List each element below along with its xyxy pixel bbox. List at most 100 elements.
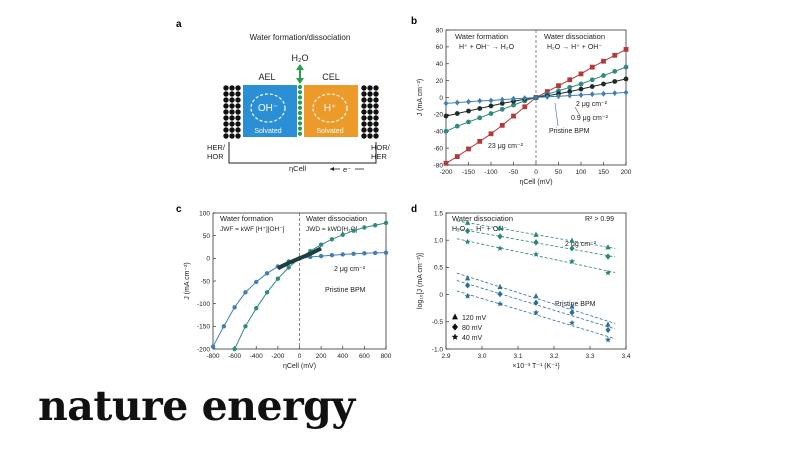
data-point (210, 344, 216, 349)
electrode-dot (223, 91, 229, 97)
electrode-dot (367, 121, 373, 127)
label-23ug: 23 μg cm⁻² (488, 143, 524, 150)
data-point (477, 106, 483, 111)
electrode-dot (223, 109, 229, 115)
data-point (383, 250, 389, 255)
data-point (605, 253, 611, 260)
x-tick-label: 100 (576, 169, 587, 176)
data-point (533, 94, 539, 101)
x-tick-label: 200 (316, 353, 327, 360)
data-point (623, 89, 629, 96)
electrode-dot (235, 115, 241, 121)
x-axis-label: ηCell (mV) (283, 363, 316, 370)
data-point (497, 290, 503, 298)
annotation-title: Water dissociation (452, 214, 513, 223)
annotation-left-title: Water formation (220, 214, 273, 223)
data-point (544, 93, 550, 100)
x-tick-label: 200 (621, 169, 632, 176)
electrode-dot (373, 127, 379, 133)
data-point (556, 83, 561, 89)
data-point (243, 290, 248, 295)
electrode-dot (367, 97, 373, 103)
circuit-wire (228, 142, 377, 164)
electrode-dot (223, 97, 229, 103)
solvation-shell-oh (250, 93, 286, 123)
data-point (372, 223, 378, 228)
x-tick-label: -400 (250, 353, 263, 360)
data-point (533, 309, 539, 316)
data-point (254, 279, 259, 285)
electrode-dot (361, 97, 367, 103)
x-axis-label: ×10⁻³ T⁻¹ (K⁻¹) (512, 363, 559, 370)
data-point (569, 309, 575, 316)
data-point (497, 225, 503, 231)
data-point (477, 97, 483, 104)
electrode-dot (229, 127, 235, 133)
data-point (465, 275, 471, 281)
data-point (254, 306, 259, 311)
label-pristine: Pristine BPM (555, 301, 596, 308)
data-point (232, 305, 237, 310)
annotation-right-eq: JWD = kWD[H₂O] (306, 226, 358, 233)
annotation-right-eq: H₂O → H⁺ + OH⁻ (547, 44, 602, 51)
electrode-dot (229, 133, 235, 139)
arrow-up-icon (296, 64, 304, 70)
cel-label: CEL (322, 72, 340, 82)
data-point (567, 77, 573, 83)
panel-d-label: d (411, 204, 417, 215)
x-tick-label: 0 (298, 353, 302, 360)
electron-label: e⁻ (343, 165, 351, 174)
data-point (499, 122, 505, 128)
legend-label: 120 mV (462, 315, 486, 322)
y-axis-label: J (mA cm⁻²) (184, 262, 191, 300)
left-electrode-label-2: HOR (207, 152, 224, 161)
electrode-dot (373, 91, 379, 97)
electrode-dot (361, 115, 367, 121)
electrode-dot (373, 121, 379, 127)
data-point (533, 299, 539, 306)
data-point (464, 293, 471, 299)
electrode-dot (223, 121, 229, 127)
legend-marker (452, 313, 458, 320)
data-point (264, 271, 270, 276)
data-point (232, 346, 237, 352)
right-electrode-label-1: HOR/ (371, 143, 391, 152)
data-point (454, 99, 460, 106)
data-point (567, 84, 573, 90)
y-tick-label: -40 (434, 129, 444, 136)
junction-dot (297, 105, 303, 110)
data-point (351, 251, 356, 256)
y-tick-label: 100 (199, 210, 210, 217)
data-point (612, 79, 618, 84)
electrode-dot (229, 109, 235, 115)
data-point (464, 238, 471, 245)
data-point (605, 244, 611, 250)
leader-line (554, 102, 559, 127)
y-tick-label: -20 (434, 112, 444, 119)
data-point (443, 128, 449, 134)
data-point (454, 111, 460, 116)
panel-d-chart: 2.9 3.0 3.1 3.2 3.3 3.4 1.5 1.0 0.5 0 -0.5 -1.0 ×10⁻… (417, 210, 631, 370)
data-point (488, 103, 494, 109)
solvated-label-left: Solvated (254, 128, 281, 135)
electrode-dot (223, 115, 229, 121)
label-pristine: Pristine BPM (325, 287, 366, 294)
data-point (578, 86, 584, 92)
y-tick-label: 0.5 (434, 265, 443, 272)
annotation-right-title: Water dissociation (306, 214, 367, 223)
data-point (589, 91, 595, 98)
electrode-dot (361, 127, 367, 133)
data-point (589, 84, 595, 89)
data-point (544, 89, 550, 94)
data-point (522, 104, 528, 110)
electrode-dot (373, 133, 379, 139)
legend-label: 80 mV (462, 325, 483, 332)
data-point (569, 303, 575, 309)
ael-label: AEL (258, 72, 275, 82)
y-tick-label: -80 (434, 162, 444, 169)
electrode-dot (373, 85, 379, 91)
data-point (465, 219, 471, 225)
electrode-dot (361, 91, 367, 97)
data-point (264, 290, 270, 295)
